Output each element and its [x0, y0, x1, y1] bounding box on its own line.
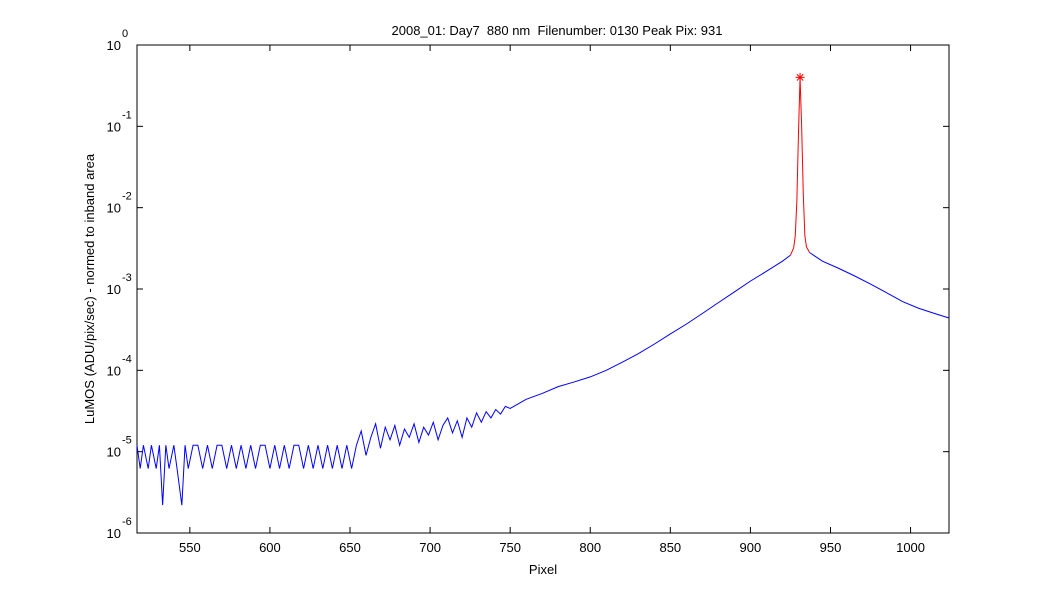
- data-line: [809, 252, 950, 319]
- chart-title: 2008_01: Day7 880 nm Filenumber: 0130 Pe…: [392, 23, 723, 38]
- y-tick-label: 10: [107, 363, 121, 378]
- y-tick-exponent: -6: [122, 516, 132, 528]
- y-axis-label: LuMOS (ADU/pix/sec) - normed to inband a…: [82, 153, 97, 424]
- x-tick-label: 900: [740, 540, 762, 555]
- x-tick-label: 650: [339, 540, 361, 555]
- x-tick-label: 750: [499, 540, 521, 555]
- y-tick-label: 10: [107, 445, 121, 460]
- x-axis-label: Pixel: [529, 562, 557, 577]
- y-tick-exponent: -5: [122, 435, 132, 447]
- x-tick-label: 800: [579, 540, 601, 555]
- y-tick-exponent: -1: [122, 109, 132, 121]
- x-tick-label: 850: [659, 540, 681, 555]
- x-tick-label: 1000: [896, 540, 925, 555]
- peak-marker: [795, 72, 805, 82]
- y-tick-exponent: -4: [122, 353, 132, 365]
- x-tick-label: 550: [179, 540, 201, 555]
- y-tick-exponent: 0: [122, 28, 128, 40]
- x-tick-label: 950: [820, 540, 842, 555]
- y-tick-label: 10: [107, 201, 121, 216]
- y-tick-exponent: -3: [122, 272, 132, 284]
- x-tick-label: 600: [259, 540, 281, 555]
- y-tick-label: 10: [107, 282, 121, 297]
- data-line: [136, 254, 791, 506]
- x-tick-label: 700: [419, 540, 441, 555]
- plot-area: [136, 44, 950, 534]
- peak-marker-stroke: [796, 73, 804, 81]
- y-tick-label: 10: [107, 526, 121, 541]
- y-tick-exponent: -2: [122, 191, 132, 203]
- y-tick-label: 10: [107, 38, 121, 53]
- y-tick-label: 10: [107, 119, 121, 134]
